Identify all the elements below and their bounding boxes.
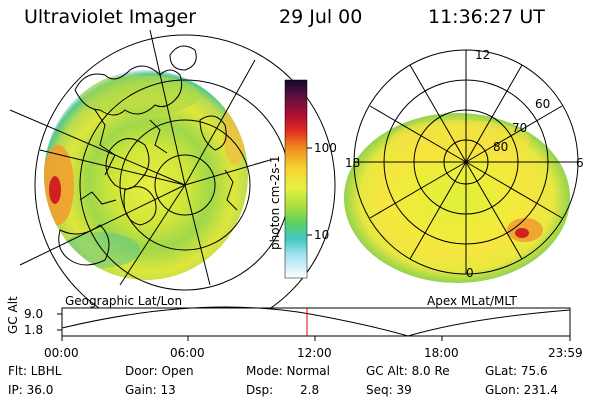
- colorbar-unit-label: photon cm-2s-1: [268, 155, 282, 251]
- mlt-label-18: 18: [345, 156, 361, 170]
- dsp-value: 2.8: [300, 383, 320, 397]
- filter-info: Flt: LBHL: [8, 364, 62, 378]
- mlt-label-12: 12: [475, 48, 491, 62]
- right-aurora-image: [344, 113, 570, 283]
- ip-info: IP: 36.0: [8, 383, 54, 397]
- timeline-x-tick-3: 18:00: [424, 346, 459, 360]
- instrument-title: Ultraviolet Imager: [24, 6, 197, 28]
- gc-alt-info: GC Alt: 8.0 Re: [366, 364, 450, 378]
- mlt-label-0: 0: [466, 266, 474, 280]
- colorbar: [284, 79, 312, 279]
- timeline-y-label: GC Alt: [6, 296, 20, 334]
- lat-label-70: 70: [512, 121, 528, 135]
- glat-info: GLat: 75.6: [485, 364, 548, 378]
- left-aurora-image: [44, 70, 248, 280]
- time-label: 11:36:27 UT: [428, 6, 545, 28]
- right-panel-label: Apex MLat/MLT: [427, 294, 517, 308]
- left-panel-label: Geographic Lat/Lon: [65, 294, 183, 308]
- seq-info: Seq: 39: [366, 383, 412, 397]
- gain-info: Gain: 13: [125, 383, 176, 397]
- lat-label-60: 60: [535, 97, 551, 111]
- date-label: 29 Jul 00: [279, 6, 363, 28]
- mlat-mlt-grid: [353, 49, 579, 275]
- mode-info: Mode: Normal: [246, 364, 330, 378]
- dsp-label: Dsp:: [246, 383, 274, 397]
- timeline-x-tick-4: 23:59: [548, 346, 583, 360]
- altitude-timeline: [57, 306, 571, 341]
- colorbar-tick-100: 100: [314, 141, 337, 155]
- lat-label-80: 80: [493, 140, 509, 154]
- timeline-y-tick-9: 9.0: [24, 307, 44, 321]
- mlt-label-6: 6: [576, 156, 584, 170]
- timeline-x-tick-1: 06:00: [170, 346, 205, 360]
- colorbar-tick-10: 10: [314, 228, 330, 242]
- timeline-x-tick-0: 00:00: [44, 346, 79, 360]
- timeline-x-tick-2: 12:00: [297, 346, 332, 360]
- glon-info: GLon: 231.4: [485, 383, 558, 397]
- timeline-y-tick-1-8: 1.8: [24, 323, 44, 337]
- door-info: Door: Open: [125, 364, 194, 378]
